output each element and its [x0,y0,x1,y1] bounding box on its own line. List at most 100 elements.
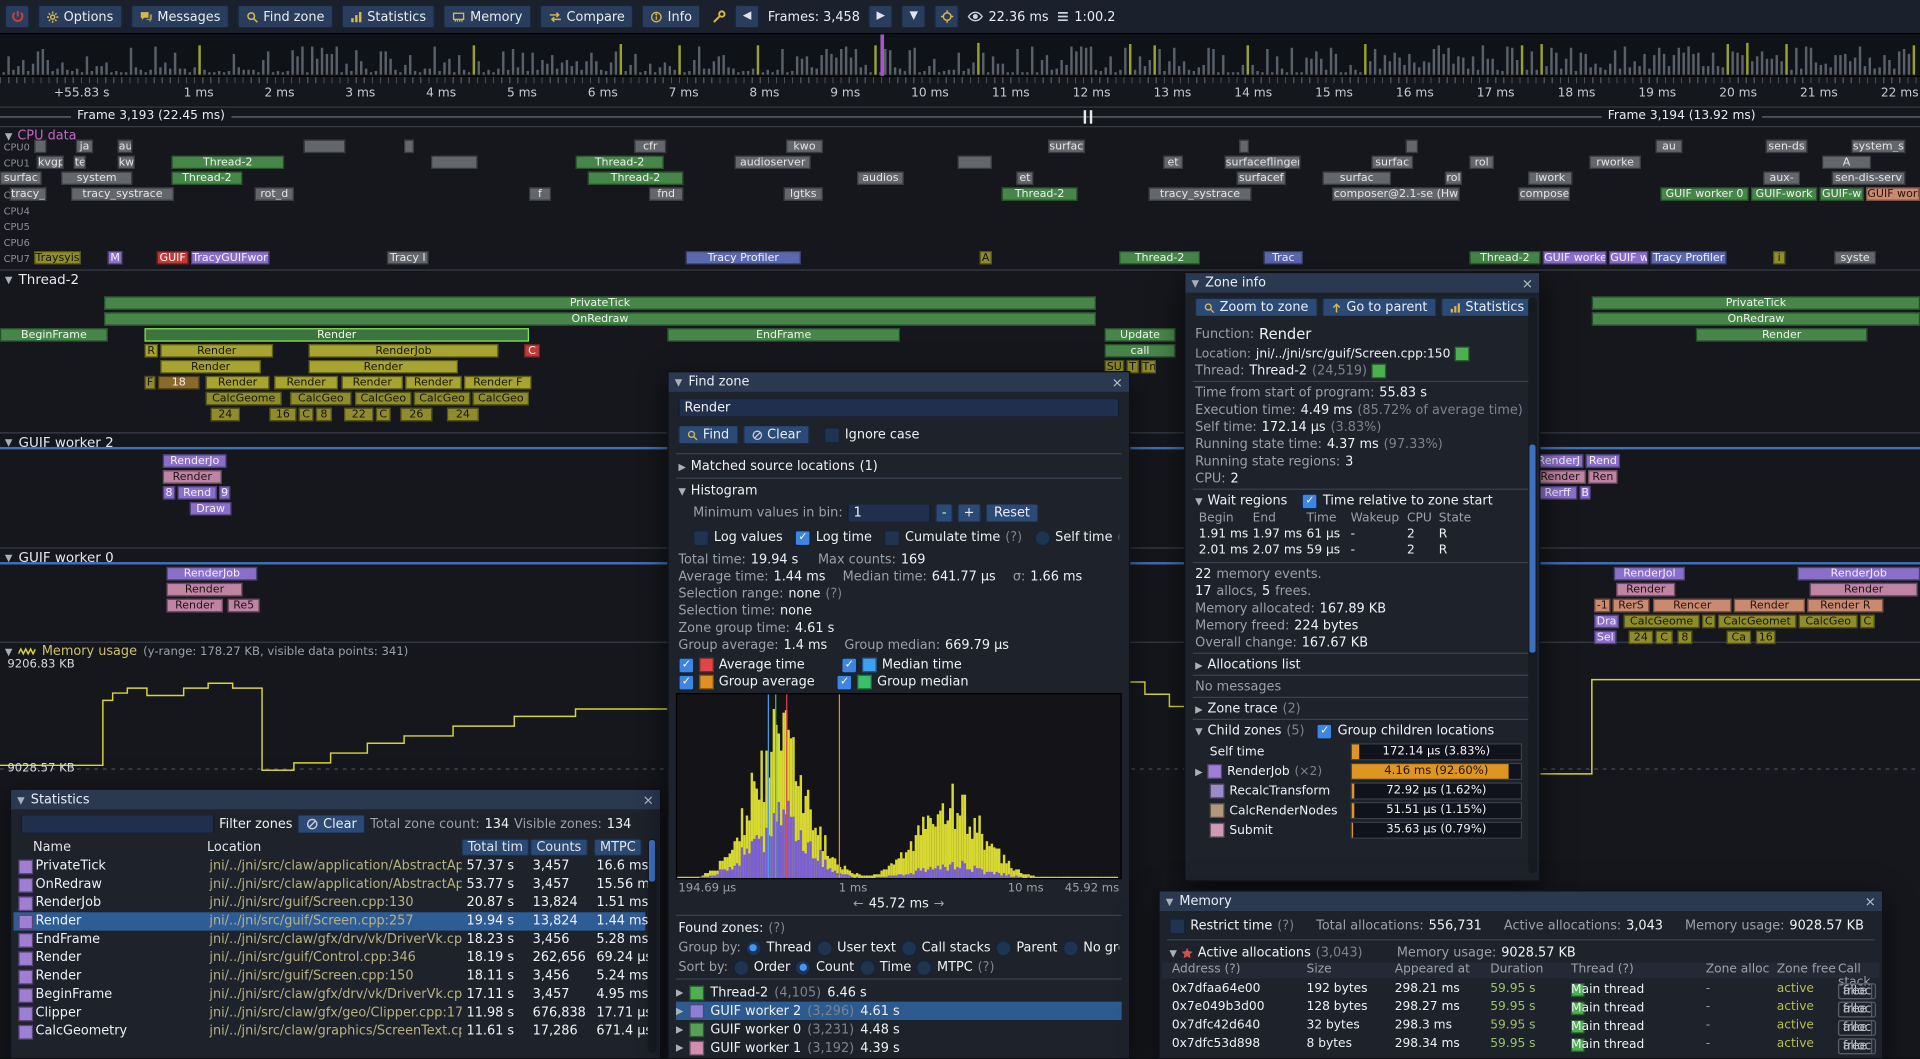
timeline-zone[interactable]: lgtks [784,187,823,200]
group-average-checkbox[interactable]: ✓ [678,674,694,690]
timeline-zone[interactable]: Thread-2 [1469,251,1540,264]
timeline-zone[interactable]: A [980,251,992,264]
find-button[interactable]: Find [678,426,737,443]
timeline-zone[interactable]: Rerff [1538,486,1577,499]
timeline-zone[interactable]: Tm [1141,360,1156,373]
compare-button[interactable]: Compare [540,5,634,28]
timeline-zone[interactable]: surfacef [1237,171,1286,184]
timeline-zone[interactable]: 24 [1629,631,1653,644]
close-icon[interactable]: × [1865,893,1876,909]
column-header-counts[interactable]: Counts [530,839,587,856]
timeline-zone[interactable]: Render [1696,328,1867,341]
frame-labels-row[interactable]: Frame 3,193 (22.45 ms) Frame 3,194 (13.9… [0,108,1920,128]
timeline-zone[interactable]: Sel [1594,631,1616,644]
timeline-zone[interactable]: 8 [316,408,332,421]
timeline-zone[interactable]: kwo [786,140,823,153]
timeline-zone[interactable] [431,156,478,169]
min-bin-increase-button[interactable]: + [958,504,981,521]
timeline-zone[interactable]: OnRedraw [1592,312,1920,325]
timeline-zone[interactable]: 24 [211,408,240,421]
timeline-zone[interactable]: Rend [1586,454,1620,467]
timeline-zone[interactable] [34,140,46,153]
column-header-total-time[interactable]: Total tim [462,839,530,856]
found-zone-group[interactable]: ▶GUIF worker 2(3,296)4.61 s [676,1002,1122,1020]
timeline-zone[interactable]: GUIF worker 0 [1660,187,1748,200]
timeline-zone[interactable]: et [1016,171,1033,184]
frame-overview[interactable] [0,34,1920,77]
callstack-button[interactable]: free [1838,1020,1872,1036]
timeline-zone[interactable]: Thread-2 [1119,251,1200,264]
close-icon[interactable]: × [643,792,654,808]
timeline-zone[interactable]: CalcGeo [355,392,411,405]
timeline-zone[interactable]: Render [1534,470,1585,483]
power-button[interactable] [5,5,29,28]
timeline-zone[interactable]: 9 [219,486,230,499]
sort-by-radio-mtpc[interactable] [916,959,932,975]
clear-filter-button[interactable]: Clear [297,816,365,833]
options-button[interactable]: Options [38,5,122,28]
timeline-zone[interactable]: surfac [1322,171,1391,184]
timeline-zone[interactable]: Re5 [228,599,260,612]
timeline-zone[interactable]: Render [1810,583,1918,596]
timeline-zone[interactable]: Render [274,376,338,389]
sort-by-radio-order[interactable] [733,959,749,975]
timeline-zone[interactable]: C [376,408,391,421]
reset-button[interactable]: Reset [985,504,1038,521]
timeline-zone[interactable] [1239,140,1249,153]
found-zone-group[interactable]: ▶GUIF worker 0(3,231)4.48 s [676,1020,1122,1038]
timeline-zone[interactable]: tracy_systrace [1149,187,1252,200]
timeline-zone[interactable]: R [144,344,157,357]
timeline-zone[interactable]: CalcGeo [1799,615,1858,628]
timeline-zone[interactable]: i [1773,251,1785,264]
timeline-zone[interactable]: CalcGeome [1624,615,1700,628]
timeline-zone[interactable]: surfac [1371,156,1413,169]
timeline-zone[interactable]: C [524,344,540,357]
time-relative-checkbox[interactable]: ✓ [1302,493,1318,509]
timeline-zone[interactable]: GUIF-work [1751,187,1817,200]
timeline-zone[interactable]: composer@ [1518,187,1569,200]
timeline-zone[interactable] [404,140,414,153]
cumulate-time-checkbox[interactable] [884,530,900,546]
timeline-zone[interactable]: CalcGeomet [1718,615,1796,628]
goto-frame-button[interactable] [935,5,959,28]
ignore-case-checkbox[interactable] [824,427,840,443]
timeline-zone[interactable]: F [144,376,155,389]
timeline-zone[interactable] [1406,140,1418,153]
timeline-zone[interactable]: PrivateTick [1592,296,1920,309]
timeline-zone[interactable]: Render [144,328,528,341]
timeline-zone[interactable]: au [1656,140,1683,153]
timeline-zone[interactable]: rol [1445,171,1462,184]
timeline-zone[interactable]: Render [167,583,243,596]
timeline-zone[interactable]: EndFrame [667,328,900,341]
timeline-zone[interactable]: Render [309,360,458,373]
timeline-zone[interactable]: GUIF worker 1 [1866,187,1920,200]
timeline-zone[interactable]: audios [857,171,904,184]
timeline-zone[interactable]: Dra [1594,615,1618,628]
timeline-zone[interactable]: Update [1104,328,1175,341]
timeline-zone[interactable]: syste [1834,251,1876,264]
filter-zones-input[interactable] [21,816,214,833]
restrict-time-checkbox[interactable] [1169,918,1185,934]
timeline-zone[interactable]: surfaceflinger [1225,156,1301,169]
timeline-zone[interactable]: 18 [158,376,200,389]
timeline-zone[interactable]: Thread-2 [171,156,284,169]
timeline-zone[interactable]: sen-dis-serv [1832,171,1905,184]
timeline-zone[interactable]: composer@2.1-se (Hw [1332,187,1459,200]
timeline-zone[interactable]: call [1104,344,1175,357]
average-time-checkbox[interactable]: ✓ [678,657,694,673]
timeline-zone[interactable]: rot_d [255,187,294,200]
timeline-zone[interactable]: TracyGUIFwork [191,251,269,264]
timeline-zone[interactable]: A [1822,156,1871,169]
timeline-zone[interactable]: Thread-2 [576,156,664,169]
frame-dropdown-button[interactable]: ▼ [902,5,926,28]
timeline-zone[interactable]: Tracy Profiler [1651,251,1727,264]
messages-button[interactable]: Messages [130,5,229,28]
timeline-zone[interactable]: 8 [163,486,175,499]
close-icon[interactable]: × [1112,374,1123,390]
zone-info-titlebar[interactable]: ▼ Zone info × [1185,273,1539,293]
